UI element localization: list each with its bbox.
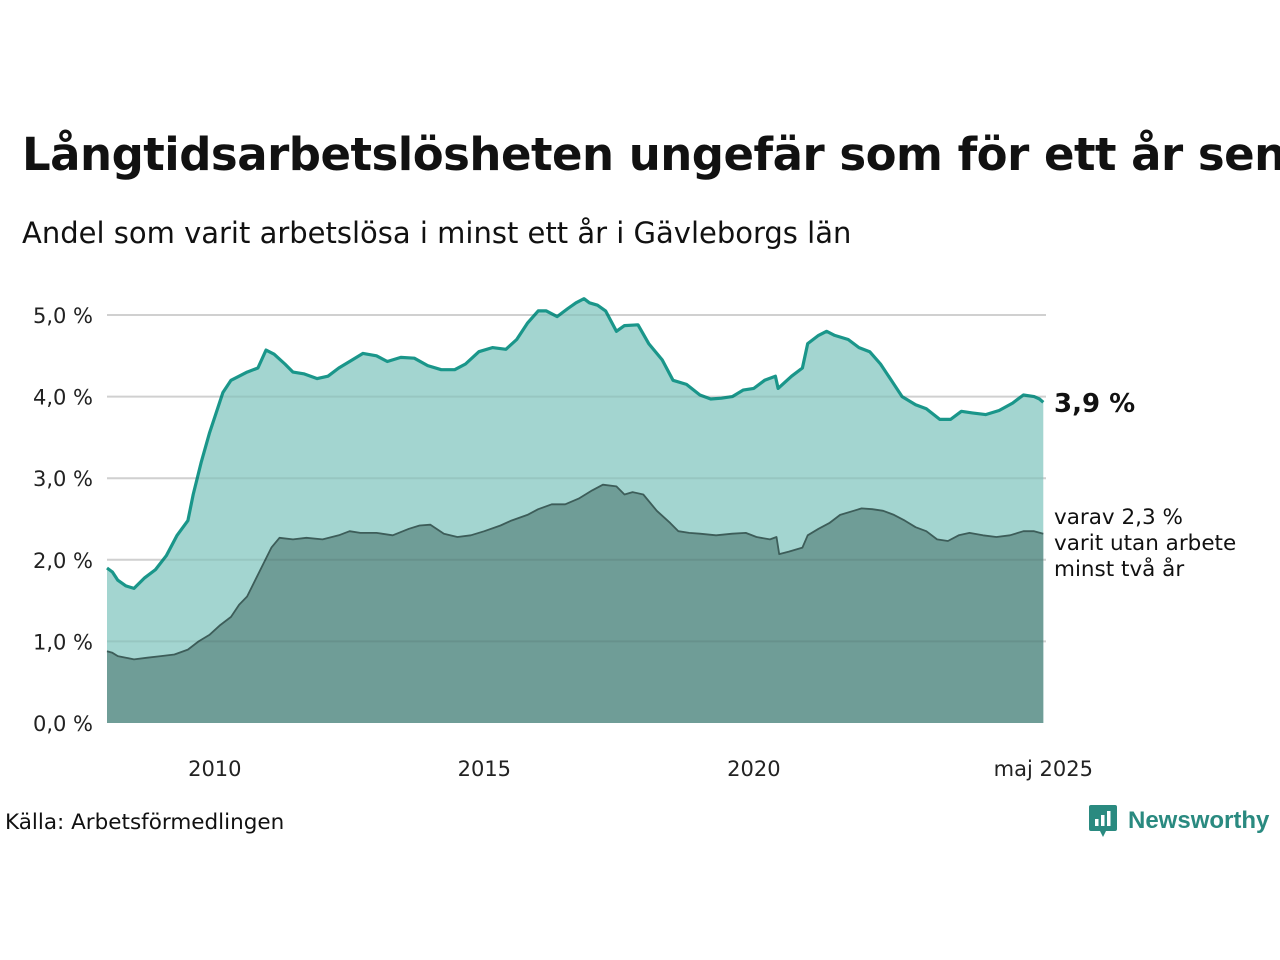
longterm-area	[107, 484, 1044, 723]
gridlines-overlay	[107, 314, 1046, 643]
chart-title: Långtidsarbetslösheten ungefär som för e…	[22, 128, 1280, 181]
end-label-total: 3,9 %	[1054, 389, 1135, 419]
x-tick-label: 2015	[458, 757, 511, 781]
chart-logo-icon	[1089, 805, 1117, 837]
y-tick-label: 0,0 %	[33, 712, 93, 736]
longterm-line	[106, 483, 1044, 661]
newsworthy-logo: Newsworthy	[1088, 803, 1269, 839]
y-axis: 0,0 % 1,0 % 2,0 % 3,0 % 4,0 % 5,0 %	[33, 304, 93, 736]
y-tick-label: 5,0 %	[33, 304, 93, 328]
x-tick-label: maj 2025	[994, 757, 1093, 781]
source-note: Källa: Arbetsförmedlingen	[5, 810, 285, 835]
total-line	[106, 297, 1045, 590]
x-tick-label: 2020	[727, 757, 780, 781]
y-tick-label: 3,0 %	[33, 467, 93, 491]
end-label-longterm-3: minst två år	[1054, 556, 1184, 582]
x-tick-label: 2010	[188, 757, 241, 781]
end-label-longterm-2: varit utan arbete	[1054, 531, 1236, 556]
y-tick-label: 4,0 %	[33, 386, 93, 410]
logo-text: Newsworthy	[1128, 807, 1270, 834]
y-tick-label: 2,0 %	[33, 549, 93, 573]
end-label-longterm-1: varav 2,3 %	[1054, 505, 1183, 530]
y-tick-label: 1,0 %	[33, 630, 93, 654]
x-axis: 2010 2015 2020 maj 2025	[188, 757, 1093, 781]
chart-subtitle: Andel som varit arbetslösa i minst ett å…	[22, 216, 852, 250]
